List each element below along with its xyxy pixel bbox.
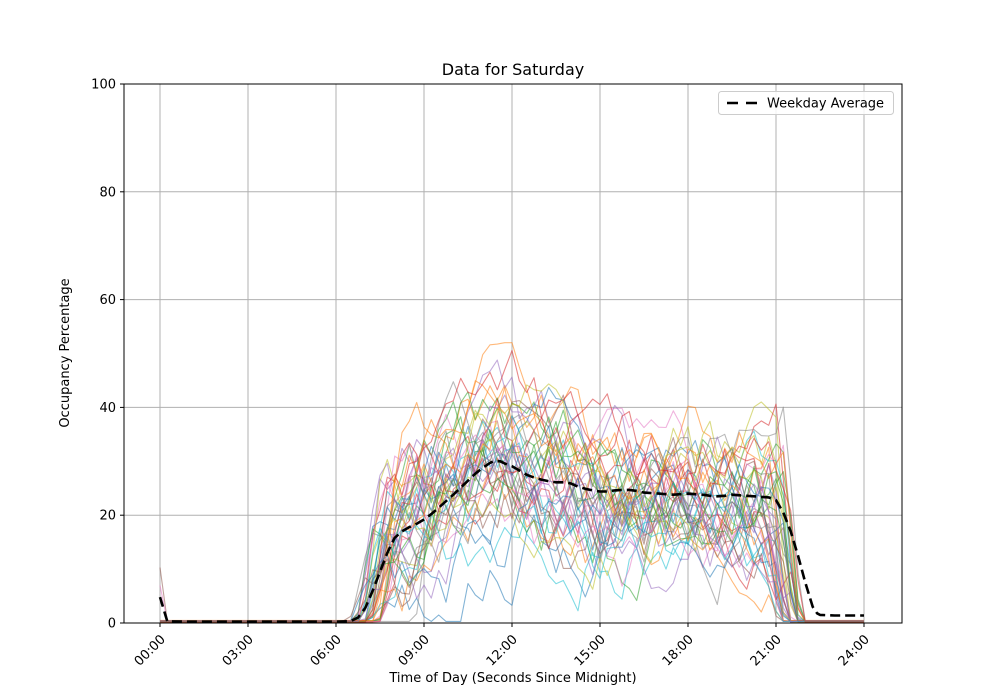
- y-tick-label: 60: [99, 293, 116, 308]
- x-tick-label: 06:00: [308, 632, 345, 669]
- x-tick-label: 15:00: [572, 632, 609, 669]
- traces-group: [159, 342, 864, 623]
- plot-border: [123, 83, 903, 624]
- y-axis-label: Occupancy Percentage: [58, 278, 73, 427]
- gridlines: [124, 83, 902, 624]
- y-tick-label: 100: [91, 78, 116, 93]
- x-tick-label: 03:00: [220, 632, 257, 669]
- x-tick-label: 24:00: [836, 632, 873, 669]
- y-tick-label: 80: [99, 185, 116, 200]
- legend: Weekday Average: [718, 91, 894, 115]
- x-tick-label: 18:00: [660, 632, 697, 669]
- y-tick-label: 0: [108, 617, 116, 632]
- y-tick-label: 20: [99, 509, 116, 524]
- axes-spines: [123, 83, 903, 624]
- weekday-average-line: [158, 459, 864, 623]
- x-tick-labels: 00:00 03:00 06:00 09:00 12:00 15:00 18:00 21:00…: [132, 632, 873, 669]
- average-line-group: [158, 459, 864, 623]
- x-tick-label: 09:00: [396, 632, 433, 669]
- y-tick-labels: 0 20 40 60 80 100: [91, 78, 116, 632]
- y-tick-label: 40: [99, 401, 116, 416]
- chart-title: Data for Saturday: [442, 60, 584, 79]
- axis-ticks: [120, 83, 865, 627]
- x-tick-label: 21:00: [748, 632, 785, 669]
- x-tick-label: 00:00: [132, 632, 169, 669]
- x-tick-label: 12:00: [484, 632, 521, 669]
- x-axis-label: Time of Day (Seconds Since Midnight): [388, 671, 636, 686]
- legend-label: Weekday Average: [767, 97, 884, 112]
- legend-box: [718, 91, 894, 115]
